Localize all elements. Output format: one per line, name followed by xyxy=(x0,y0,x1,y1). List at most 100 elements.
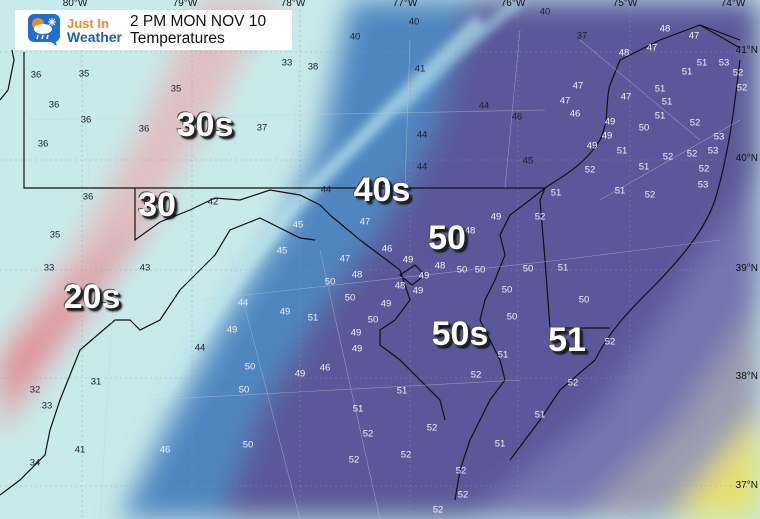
station-temp: 49 xyxy=(412,285,424,297)
station-temp: 52 xyxy=(584,164,596,176)
station-temp: 51 xyxy=(557,262,569,274)
offshore-outer xyxy=(580,300,760,519)
station-temp: 50 xyxy=(501,284,513,296)
station-temp: 49 xyxy=(380,298,392,310)
station-temp: 45 xyxy=(276,245,288,257)
station-temp: 46 xyxy=(159,444,171,456)
longitude-label: 76°W xyxy=(500,0,526,9)
station-temp: 50 xyxy=(506,311,518,323)
warm-zone xyxy=(670,410,760,519)
station-temp: 51 xyxy=(696,57,708,69)
station-temp: 50 xyxy=(242,439,254,451)
station-temp: 51 xyxy=(534,409,546,421)
state-borders xyxy=(0,24,741,501)
station-temp: 47 xyxy=(572,80,584,92)
region-temp-label: 20s xyxy=(63,278,121,316)
station-temp: 45 xyxy=(292,219,304,231)
station-temp: 33 xyxy=(41,400,53,412)
station-temp: 49 xyxy=(350,327,362,339)
station-temp: 35 xyxy=(78,68,90,80)
station-temp: 51 xyxy=(654,110,666,122)
station-temp: 51 xyxy=(550,187,562,199)
station-temp: 50 xyxy=(578,294,590,306)
station-temp: 48 xyxy=(618,47,630,59)
station-temp: 49 xyxy=(601,130,613,142)
cyan-streak-2 xyxy=(396,0,524,114)
station-temp: 52 xyxy=(348,454,360,466)
station-temp: 50 xyxy=(638,122,650,134)
station-temp: 46 xyxy=(569,108,581,120)
station-temp: 52 xyxy=(470,369,482,381)
station-temp: 51 xyxy=(616,145,628,157)
station-temp: 46 xyxy=(381,243,393,255)
station-temp: 52 xyxy=(400,449,412,461)
station-temp: 51 xyxy=(396,385,408,397)
station-temp: 50 xyxy=(238,384,250,396)
station-temp: 47 xyxy=(339,253,351,265)
longitude-label: 77°W xyxy=(392,0,418,9)
weather-logo-icon xyxy=(27,13,63,47)
station-temp: 52 xyxy=(662,151,674,163)
station-temp: 50 xyxy=(367,314,379,326)
station-temp: 36 xyxy=(30,69,42,81)
station-temp: 44 xyxy=(237,297,249,309)
station-temp: 46 xyxy=(319,362,331,374)
station-temp: 50 xyxy=(344,292,356,304)
station-temp: 49 xyxy=(604,116,616,128)
station-temp: 50 xyxy=(522,263,534,275)
station-temp: 52 xyxy=(457,489,469,501)
station-temp: 43 xyxy=(139,262,151,274)
region-temp-label: 51 xyxy=(548,321,586,359)
station-temp: 44 xyxy=(416,161,428,173)
station-temp: 52 xyxy=(567,377,579,389)
valid-time: 2 PM MON NOV 10 xyxy=(129,12,267,30)
station-temp: 52 xyxy=(432,504,444,516)
longitude-label: 75°W xyxy=(612,0,638,9)
station-temp: 38 xyxy=(307,61,319,73)
station-temp: 53 xyxy=(718,57,730,69)
station-temp: 48 xyxy=(659,23,671,35)
station-temp: 49 xyxy=(351,343,363,355)
station-temp: 50 xyxy=(456,264,468,276)
station-temp: 52 xyxy=(644,189,656,201)
station-temp: 48 xyxy=(434,260,446,272)
station-temp: 44 xyxy=(194,342,206,354)
station-temp: 52 xyxy=(689,117,701,129)
station-temp: 40 xyxy=(408,16,420,28)
station-temp: 48 xyxy=(464,225,476,237)
station-temp: 40 xyxy=(539,6,551,18)
station-temp: 47 xyxy=(620,91,632,103)
station-temp: 52 xyxy=(736,82,748,94)
station-temp: 51 xyxy=(307,312,319,324)
station-temp: 32 xyxy=(29,384,41,396)
region-temp-label: 50 xyxy=(428,219,466,257)
station-temp: 49 xyxy=(279,306,291,318)
latitude-label: 41°N xyxy=(735,45,758,56)
station-temp: 50 xyxy=(474,264,486,276)
map-subtitle: Temperatures xyxy=(129,30,225,47)
station-temp: 47 xyxy=(688,30,700,42)
latitude-label: 38°N xyxy=(735,371,758,382)
station-temp: 51 xyxy=(638,161,650,173)
station-temp: 46 xyxy=(511,111,523,123)
map-header: Just In Weather 2 PM MON NOV 10 Temperat… xyxy=(15,10,292,50)
station-temp: 36 xyxy=(37,138,49,150)
station-temp: 52 xyxy=(426,422,438,434)
brand-name: Just In Weather xyxy=(67,17,122,44)
station-temp: 48 xyxy=(394,280,406,292)
longitude-label: 78°W xyxy=(280,0,306,9)
station-temp: 41 xyxy=(74,444,86,456)
station-temp: 42 xyxy=(207,196,219,208)
station-temp: 36 xyxy=(138,123,150,135)
station-temp: 47 xyxy=(359,216,371,228)
station-temp: 53 xyxy=(697,179,709,191)
station-temp: 47 xyxy=(559,95,571,107)
station-temp: 52 xyxy=(686,148,698,160)
brand-line-1: Just In xyxy=(67,15,109,31)
station-temp: 52 xyxy=(732,67,744,79)
station-temp: 49 xyxy=(226,324,238,336)
station-temp: 34 xyxy=(29,457,41,469)
station-temp: 35 xyxy=(49,229,61,241)
station-temp: 51 xyxy=(681,66,693,78)
longitude-label: 79°W xyxy=(172,0,198,9)
